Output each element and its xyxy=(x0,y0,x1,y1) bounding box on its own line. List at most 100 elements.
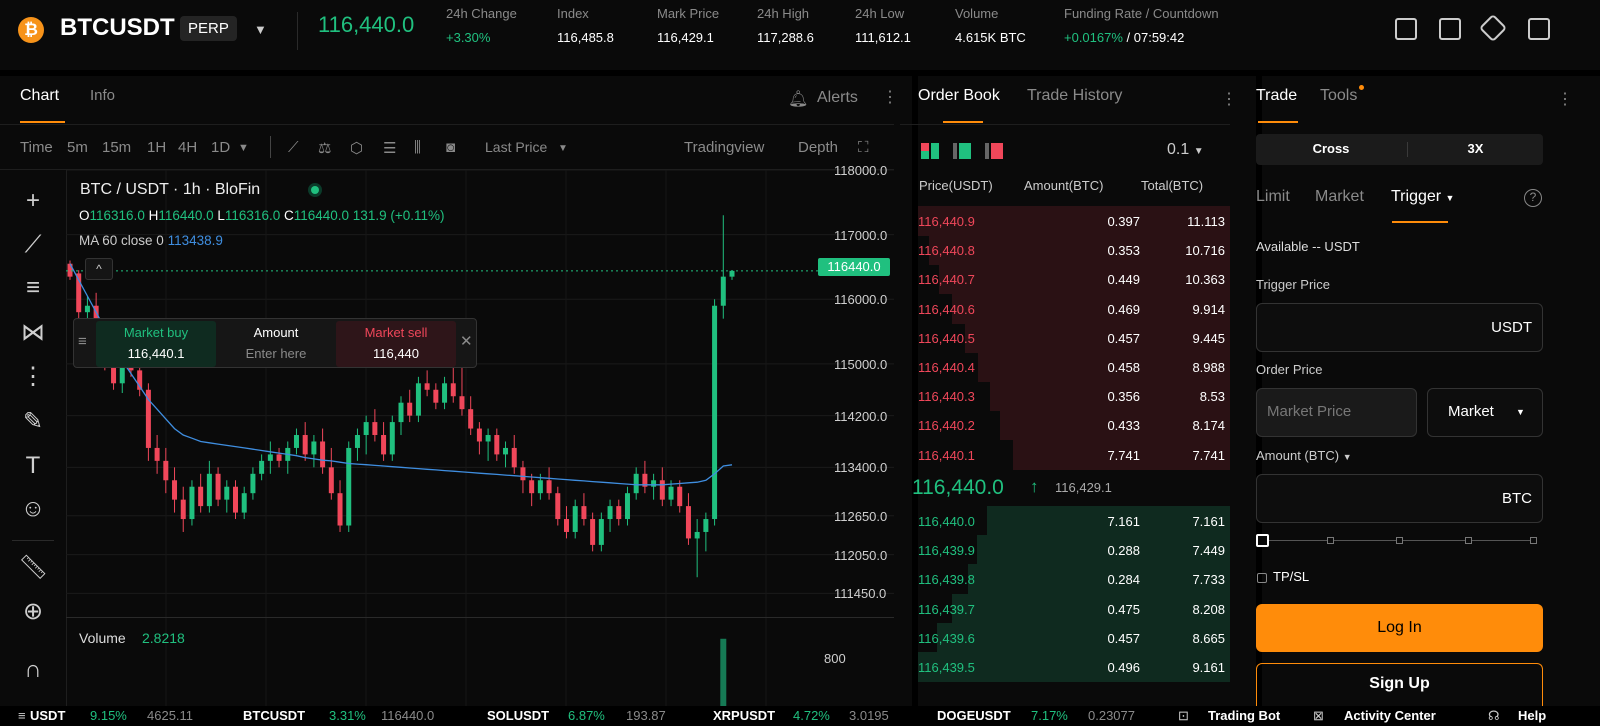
timeframe-1h[interactable]: 1H xyxy=(147,139,167,156)
bid-row[interactable]: 116,439.9 0.288 7.449 xyxy=(918,535,1256,566)
margin-mode-button[interactable]: Cross xyxy=(1312,141,1350,156)
ask-row[interactable]: 116,440.4 0.458 8.988 xyxy=(918,352,1256,382)
symbol-dropdown-icon[interactable]: ▼ xyxy=(254,22,267,37)
slider-step-25[interactable] xyxy=(1327,537,1334,544)
timeframe-4h[interactable]: 4H xyxy=(178,139,198,156)
book-view-bids-icon[interactable] xyxy=(953,143,971,159)
compare-scale-icon[interactable]: ⚖ xyxy=(318,140,332,157)
ask-row[interactable]: 116,440.2 0.433 8.174 xyxy=(918,410,1256,441)
ask-row[interactable]: 116,440.9 0.397 11.113 xyxy=(918,206,1256,236)
chevron-down-icon[interactable]: ▼ xyxy=(558,143,568,154)
amount-input[interactable]: BTC xyxy=(1256,474,1543,523)
pattern-icon[interactable]: ⋈ xyxy=(21,319,45,346)
activity-center-link[interactable]: Activity Center xyxy=(1344,708,1436,723)
zoom-in-icon[interactable]: ⊕ xyxy=(22,598,44,625)
order-type-trigger[interactable]: Trigger ▼ xyxy=(1391,188,1454,206)
collapse-legend-icon[interactable]: ^ xyxy=(85,258,113,280)
book-view-both-icon[interactable] xyxy=(921,143,939,159)
help-link[interactable]: Help xyxy=(1518,708,1547,723)
horizontal-lines-icon[interactable]: ≡ xyxy=(25,274,40,301)
more-menu-icon[interactable]: ⋮ xyxy=(1221,91,1237,108)
amount-input[interactable]: Amount Enter here xyxy=(216,321,336,367)
template-icon[interactable]: ⬡ xyxy=(350,140,364,157)
slider-step-75[interactable] xyxy=(1465,537,1472,544)
ask-row[interactable]: 116,440.5 0.457 9.445 xyxy=(918,322,1256,353)
ask-row[interactable]: 116,440.3 0.356 8.53 xyxy=(918,381,1256,412)
fullscreen-icon[interactable]: ⛶ xyxy=(858,139,869,156)
tab-trade-history[interactable]: Trade History xyxy=(1027,87,1123,104)
ticker-symbol[interactable]: USDT xyxy=(30,708,66,723)
alerts-button[interactable]: Alerts xyxy=(817,89,858,106)
amount-label[interactable]: Amount (BTC) ▼ xyxy=(1256,448,1352,463)
gift-icon[interactable]: ⊠ xyxy=(1313,708,1324,723)
timeframe-time[interactable]: Time xyxy=(20,139,53,156)
slider-step-100[interactable] xyxy=(1530,537,1537,544)
book-view-asks-icon[interactable] xyxy=(985,143,1003,159)
signup-button[interactable]: Sign Up xyxy=(1256,663,1543,706)
ticker-symbol[interactable]: DOGEUSDT xyxy=(937,708,1011,723)
robot-icon[interactable]: ⊡ xyxy=(1178,708,1189,723)
headset-icon[interactable]: ☊ xyxy=(1488,708,1500,723)
calculator-icon[interactable] xyxy=(1478,13,1508,43)
tab-order-book[interactable]: Order Book xyxy=(918,87,1000,104)
leverage-button[interactable]: 3X xyxy=(1467,141,1484,156)
bid-row[interactable]: 116,439.8 0.284 7.733 xyxy=(918,564,1256,595)
text-icon[interactable]: T xyxy=(25,452,41,479)
tab-trade[interactable]: Trade xyxy=(1256,87,1298,104)
login-button[interactable]: Log In xyxy=(1256,604,1543,652)
indicator-icon[interactable]: ⟋ xyxy=(288,139,299,156)
magnet-icon[interactable]: ∩ xyxy=(24,656,42,683)
view-tradingview[interactable]: Tradingview xyxy=(684,139,765,156)
bid-row[interactable]: 116,440.0 7.161 7.161 xyxy=(918,506,1256,536)
candle-type-icon[interactable]: ⫼ xyxy=(414,139,421,156)
trend-line-icon[interactable]: ⟋ xyxy=(24,231,42,258)
list-icon[interactable]: ☰ xyxy=(383,140,397,157)
fib-icon[interactable]: ⋮ xyxy=(21,363,45,390)
ticker-symbol[interactable]: BTCUSDT xyxy=(243,708,306,723)
drag-handle-icon[interactable]: ≡ xyxy=(78,333,87,350)
symbol-name[interactable]: BTCUSDT xyxy=(60,14,175,41)
tab-info[interactable]: Info xyxy=(90,87,116,104)
tpsl-checkbox[interactable] xyxy=(1257,573,1267,583)
close-icon[interactable]: ✕ xyxy=(460,333,473,350)
timeframe-15m[interactable]: 15m xyxy=(102,139,132,156)
bid-row[interactable]: 116,439.7 0.475 8.208 xyxy=(918,593,1256,624)
market-buy-button[interactable]: Market buy 116,440.1 xyxy=(96,321,216,367)
more-menu-icon[interactable]: ⋮ xyxy=(1557,91,1573,108)
ticker-symbol[interactable]: XRPUSDT xyxy=(713,708,776,723)
bid-row[interactable]: 116,439.6 0.457 8.665 xyxy=(918,622,1256,653)
ticker-symbol[interactable]: SOLUSDT xyxy=(487,708,550,723)
ruler-icon[interactable]: 📏︎ xyxy=(18,554,49,581)
amount-slider-handle[interactable] xyxy=(1256,534,1269,547)
chevron-down-icon[interactable]: ▼ xyxy=(238,142,249,154)
precision-select[interactable]: 0.1 ▼ xyxy=(1167,141,1204,159)
contract-info-icon[interactable] xyxy=(1395,18,1417,40)
order-price-type-select[interactable]: Market ▼ xyxy=(1427,388,1543,437)
help-icon[interactable]: ? xyxy=(1524,189,1542,207)
market-sell-button[interactable]: Market sell 116,440 xyxy=(336,321,456,367)
price-chart[interactable] xyxy=(66,170,894,706)
tab-tools[interactable]: Tools xyxy=(1320,87,1358,104)
menu-icon[interactable]: ≡ xyxy=(18,708,26,723)
ask-row[interactable]: 116,440.7 0.449 10.363 xyxy=(918,264,1256,295)
crosshair-icon[interactable]: + xyxy=(25,187,40,214)
layout-icon[interactable] xyxy=(1439,18,1461,40)
emoji-icon[interactable]: ☺ xyxy=(20,495,46,522)
tab-chart[interactable]: Chart xyxy=(20,87,60,104)
bell-icon[interactable]: 🔔︎ xyxy=(788,91,809,108)
ask-row[interactable]: 116,440.6 0.469 9.914 xyxy=(918,293,1256,324)
bid-row[interactable]: 116,439.5 0.496 9.161 xyxy=(918,652,1256,682)
more-menu-icon[interactable]: ⋮ xyxy=(882,89,898,106)
order-type-market[interactable]: Market xyxy=(1315,188,1364,205)
order-price-input[interactable]: Market Price xyxy=(1256,388,1417,437)
timeframe-1d[interactable]: 1D xyxy=(211,139,231,156)
view-depth[interactable]: Depth xyxy=(798,139,839,156)
slider-step-50[interactable] xyxy=(1396,537,1403,544)
ask-row[interactable]: 116,440.1 7.741 7.741 xyxy=(918,439,1256,470)
trading-bot-link[interactable]: Trading Bot xyxy=(1208,708,1281,723)
ask-row[interactable]: 116,440.8 0.353 10.716 xyxy=(918,235,1256,266)
order-type-limit[interactable]: Limit xyxy=(1256,188,1290,205)
trigger-price-input[interactable]: USDT xyxy=(1256,303,1543,352)
report-icon[interactable] xyxy=(1528,18,1550,40)
price-type-select[interactable]: Last Price xyxy=(485,139,548,155)
